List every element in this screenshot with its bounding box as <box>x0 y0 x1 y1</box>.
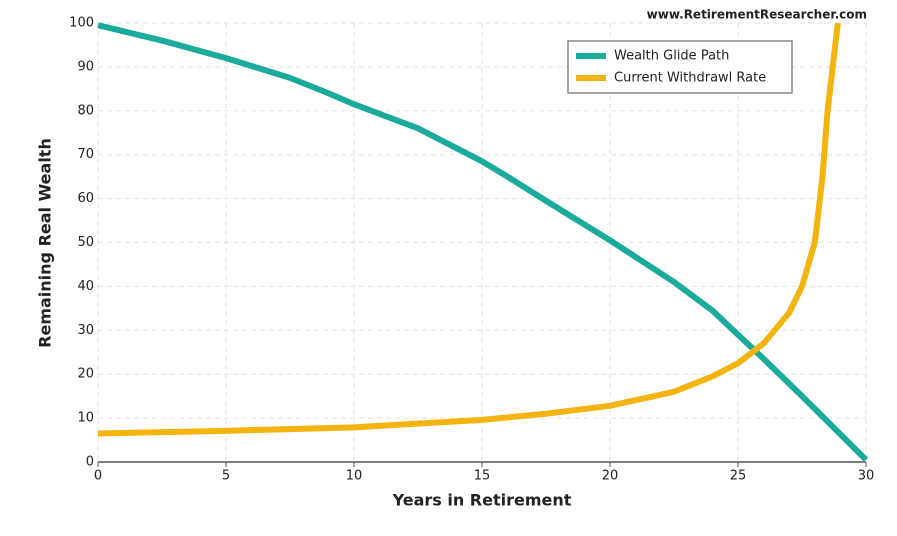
x-tick-label: 10 <box>346 469 363 484</box>
y-tick-label: 50 <box>77 235 94 250</box>
y-tick-label: 90 <box>77 59 94 74</box>
y-tick-label: 40 <box>77 279 94 294</box>
x-tick-label: 5 <box>222 469 230 484</box>
x-tick-label: 20 <box>602 469 619 484</box>
x-axis-title: Years in Retirement <box>392 491 572 510</box>
y-tick-label: 0 <box>86 455 94 470</box>
y-tick-label: 30 <box>77 323 94 338</box>
series-line <box>97 22 841 437</box>
y-tick-label: 80 <box>77 103 94 118</box>
legend-label: Wealth Glide Path <box>614 49 729 64</box>
x-tick-label: 15 <box>474 469 491 484</box>
x-tick-label: 0 <box>94 469 102 484</box>
y-tick-label: 70 <box>77 147 94 162</box>
y-tick-label: 100 <box>69 16 94 31</box>
y-tick-label: 20 <box>77 367 94 382</box>
legend-label: Current Withdrawl Rate <box>614 71 766 86</box>
series-line <box>97 22 869 462</box>
x-tick-label: 25 <box>730 469 747 484</box>
y-tick-label: 60 <box>77 191 94 206</box>
y-axis-title: Remaining Real Wealth <box>36 138 55 348</box>
watermark: www.RetirementResearcher.com <box>647 8 867 22</box>
x-tick-label: 30 <box>858 469 875 484</box>
legend-box <box>567 40 793 94</box>
y-tick-label: 10 <box>77 411 94 426</box>
